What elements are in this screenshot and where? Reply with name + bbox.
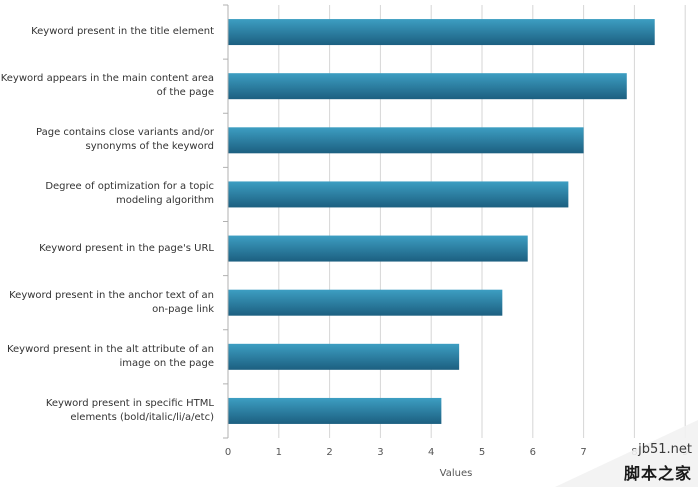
x-tick-label-5: 5: [478, 447, 486, 458]
category-label-1: Keyword appears in the main content area…: [0, 72, 214, 100]
x-tick-label-0: 0: [224, 447, 232, 458]
grid-lines: [278, 5, 686, 438]
x-tick-label-6: 6: [529, 447, 536, 458]
category-label-line: modeling algorithm: [115, 195, 214, 207]
bar-0: [228, 19, 655, 46]
category-label-line: Keyword present in the page's URL: [39, 242, 214, 254]
axes: [223, 4, 229, 439]
category-label-line: Keyword present in the anchor text of an: [9, 289, 214, 301]
bar-7: [228, 397, 442, 424]
category-label-0: Keyword present in the title element: [0, 25, 214, 39]
x-tick-label-1: 1: [275, 447, 282, 458]
bar-series: [228, 19, 655, 424]
category-label-line: Keyword appears in the main content area: [0, 73, 214, 85]
category-label-line: on-page link: [152, 303, 214, 315]
category-label-line: image on the page: [119, 357, 214, 369]
category-label-2: Page contains close variants and/or synon…: [0, 126, 214, 154]
category-label-4: Keyword present in the page's URL: [0, 242, 214, 256]
watermark-domain: jb51.net: [638, 442, 692, 457]
category-label-line: Degree of optimization for a topic: [45, 181, 214, 193]
bar-3: [228, 181, 569, 208]
bar-1: [228, 73, 627, 100]
watermark: jb51.net 脚本之家: [555, 420, 698, 487]
category-label-6: Keyword present in the alt attribute of …: [0, 343, 214, 371]
category-label-line: synonyms of the keyword: [85, 141, 214, 153]
bar-2: [228, 127, 584, 154]
x-tick-label-4: 4: [428, 447, 435, 458]
x-tick-label-7: 7: [580, 447, 587, 458]
category-label-line: Keyword present in the alt attribute of …: [6, 343, 214, 355]
watermark-brand: 脚本之家: [623, 464, 692, 483]
x-tick-label-2: 2: [326, 447, 333, 458]
bar-6: [228, 343, 460, 370]
bar-4: [228, 235, 528, 262]
category-label-line: Page contains close variants and/or: [36, 127, 214, 139]
category-label-3: Degree of optimization for a topic modeli…: [0, 180, 214, 208]
category-label-line: of the page: [156, 87, 214, 99]
x-axis-title: Values: [439, 468, 473, 479]
x-tick-label-3: 3: [377, 447, 384, 458]
category-label-line: Keyword present in the title element: [31, 26, 214, 38]
category-label-line: Keyword present in specific HTML: [45, 397, 214, 409]
category-label-5: Keyword present in the anchor text of an…: [0, 289, 214, 317]
category-label-line: elements (bold/italic/li/a/etc): [70, 411, 214, 423]
watermark-background: [555, 420, 698, 487]
bar-5: [228, 289, 503, 316]
category-label-7: Keyword present in specific HTML elements…: [0, 397, 214, 425]
